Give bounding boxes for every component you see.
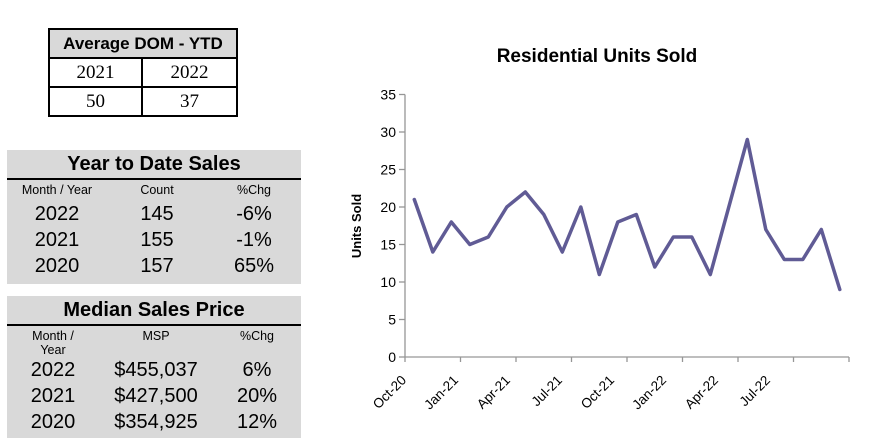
msp-2022-chg: 6%	[242, 359, 272, 381]
average-dom-title: Average DOM - YTD	[50, 30, 236, 59]
x-tick-label: Jul-22	[737, 373, 774, 410]
y-tick-label: 25	[380, 162, 396, 178]
average-dom-grid: 2021 2022 50 37	[50, 59, 236, 115]
ytd-2021-year: 2021	[34, 229, 80, 251]
msp-header-msp: MSP	[142, 329, 170, 343]
x-tick-label: Jul-21	[529, 373, 566, 410]
ytd-row-2022: 2022 145 -6%	[7, 201, 301, 227]
msp-row-2020: 2020 $354,925 12%	[7, 409, 301, 435]
y-tick-label: 5	[388, 312, 396, 328]
dom-year-right: 2022	[143, 59, 236, 88]
x-tick-label: Apr-21	[474, 373, 513, 412]
x-tick-label: Oct-20	[370, 373, 409, 412]
msp-row-2021: 2021 $427,500 20%	[7, 383, 301, 409]
x-tick-label: Jan-21	[421, 373, 461, 413]
y-tick-label: 10	[380, 274, 396, 290]
units-sold-chart: 0 5 10 15 20 25 30 35 Oct-20 Jan-21 Apr-21 Jul-21 Oc…	[349, 46, 850, 413]
y-tick-label: 15	[380, 237, 396, 253]
median-sales-price-panel: Median Sales Price Month / Year MSP %Chg…	[7, 296, 301, 438]
y-tick-label: 30	[380, 124, 396, 140]
msp-2021-price: $427,500	[114, 385, 198, 407]
msp-2022-price: $455,037	[114, 359, 198, 381]
ytd-header-count: Count	[140, 183, 174, 197]
ytd-2020-year: 2020	[34, 255, 80, 277]
ytd-row-2020: 2020 157 65%	[7, 253, 301, 279]
msp-2020-year: 2020	[30, 411, 76, 433]
msp-header-row: Month / Year MSP %Chg	[7, 326, 301, 357]
y-tick-label: 35	[380, 87, 396, 103]
ytd-header-month-year: Month / Year	[21, 183, 93, 197]
ytd-sales-header-row: Month / Year Count %Chg	[7, 180, 301, 197]
x-tick-label: Apr-22	[682, 373, 721, 412]
dom-year-left: 2021	[50, 59, 143, 88]
x-tick-label: Jan-22	[629, 373, 669, 413]
ytd-2022-count: 145	[140, 203, 174, 225]
median-sales-price-title: Median Sales Price	[7, 296, 301, 326]
ytd-header-pctchg: %Chg	[236, 183, 272, 197]
ytd-2022-year: 2022	[34, 203, 80, 225]
units-sold-series-line	[412, 137, 842, 292]
msp-2021-year: 2021	[30, 385, 76, 407]
msp-2022-year: 2022	[30, 359, 76, 381]
dom-value-right: 37	[180, 91, 199, 112]
ytd-2020-count: 157	[140, 255, 174, 277]
msp-row-2022: 2022 $455,037 6%	[7, 357, 301, 383]
ytd-2021-count: 155	[140, 229, 174, 251]
ytd-2020-chg: 65%	[233, 255, 275, 277]
msp-2021-chg: 20%	[236, 385, 278, 407]
msp-header-pctchg: %Chg	[239, 329, 275, 343]
ytd-2021-chg: -1%	[236, 229, 272, 251]
y-tick-label: 20	[380, 199, 396, 215]
chart-title: Residential Units Sold	[497, 46, 698, 67]
ytd-row-2021: 2021 155 -1%	[7, 227, 301, 253]
ytd-sales-title: Year to Date Sales	[7, 150, 301, 180]
dom-value-left: 50	[50, 88, 143, 115]
msp-header-month-year-text: Month / Year	[32, 329, 74, 357]
ytd-sales-panel: Year to Date Sales Month / Year Count %C…	[7, 150, 301, 284]
y-axis-title: Units Sold	[349, 194, 364, 258]
msp-2020-chg: 12%	[236, 411, 278, 433]
y-tick-label: 0	[388, 349, 396, 365]
average-dom-table: Average DOM - YTD 2021 2022 50 37	[48, 28, 238, 117]
ytd-2022-chg: -6%	[236, 203, 272, 225]
msp-header-month-year: Month / Year	[7, 326, 99, 357]
msp-2020-price: $354,925	[114, 411, 198, 433]
x-tick-label: Oct-21	[578, 373, 617, 412]
